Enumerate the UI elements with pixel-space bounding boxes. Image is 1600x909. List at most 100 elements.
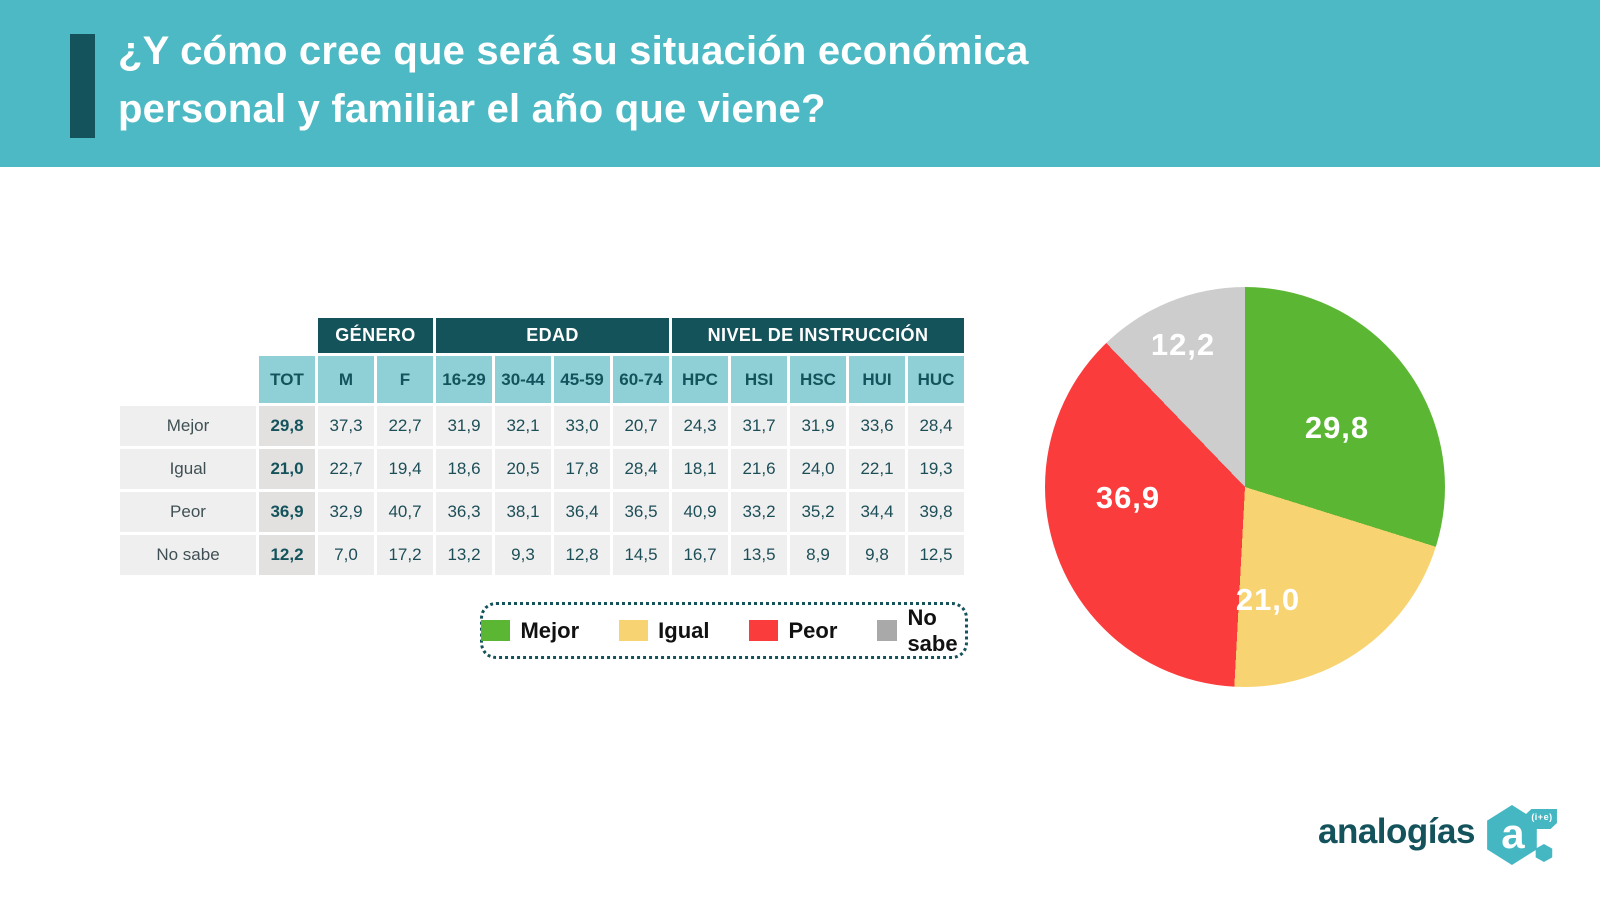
legend-item: No sabe (877, 605, 966, 657)
row-label: No sabe (120, 535, 256, 575)
table-cell: 18,1 (672, 449, 728, 489)
pie-label-igual: 21,0 (1235, 582, 1301, 617)
table-cell: 38,1 (495, 492, 551, 532)
table-cell: 14,5 (613, 535, 669, 575)
brand-name: analogías (1318, 812, 1475, 851)
cell-total: 29,8 (259, 406, 315, 446)
legend-item: Igual (619, 618, 709, 644)
table-cell: 20,5 (495, 449, 551, 489)
table-cell: 13,2 (436, 535, 492, 575)
table-cell: 33,2 (731, 492, 787, 532)
pie-chart: 29,8 21,0 36,9 12,2 (1045, 287, 1445, 687)
crosstab-table-wrap: GÉNERO EDAD NIVEL DE INSTRUCCIÓN TOT M F 16-2… (117, 315, 967, 578)
group-header-3: NIVEL DE INSTRUCCIÓN (672, 318, 964, 353)
column-header-45-59: 45-59 (554, 356, 610, 403)
column-header-16-29: 16-29 (436, 356, 492, 403)
group-header-1: GÉNERO (318, 318, 433, 353)
header-band: ¿Y cómo cree que será su situación econó… (0, 0, 1600, 167)
table-cell: 32,9 (318, 492, 374, 532)
group-header-spacer-tot (259, 318, 315, 353)
cell-total: 12,2 (259, 535, 315, 575)
pie-label-peor: 36,9 (1095, 480, 1161, 515)
cell-total: 36,9 (259, 492, 315, 532)
legend-swatch (619, 620, 649, 641)
legend-swatch (749, 620, 779, 641)
table-cell: 17,2 (377, 535, 433, 575)
table-cell: 31,7 (731, 406, 787, 446)
title-accent-bar (70, 34, 95, 138)
column-header-m: M (318, 356, 374, 403)
table-cell: 24,3 (672, 406, 728, 446)
brand-mark-letter: a (1501, 810, 1525, 857)
table-cell: 24,0 (790, 449, 846, 489)
table-row: Mejor 29,8 37,3 22,7 31,9 32,1 33,0 20,7 24,3 31,… (120, 406, 964, 446)
table-cell: 22,7 (377, 406, 433, 446)
table-cell: 8,9 (790, 535, 846, 575)
brand-hexagon-small (1535, 844, 1553, 862)
page-title-line1: ¿Y cómo cree que será su situación econó… (118, 29, 1029, 73)
pie-label-mejor: 29,8 (1304, 410, 1370, 445)
table-cell: 31,9 (790, 406, 846, 446)
table-group-header-row: GÉNERO EDAD NIVEL DE INSTRUCCIÓN (120, 318, 964, 353)
table-cell: 35,2 (790, 492, 846, 532)
table-cell: 37,3 (318, 406, 374, 446)
group-header-spacer-label (120, 318, 256, 353)
column-header-tot: TOT (259, 356, 315, 403)
legend-label: Igual (658, 617, 710, 643)
table-cell: 31,9 (436, 406, 492, 446)
table-cell: 33,0 (554, 406, 610, 446)
table-cell: 17,8 (554, 449, 610, 489)
table-cell: 12,8 (554, 535, 610, 575)
table-cell: 18,6 (436, 449, 492, 489)
table-cell: 9,3 (495, 535, 551, 575)
brand-logo: analogías a (i+e) (1318, 796, 1559, 868)
table-cell: 20,7 (613, 406, 669, 446)
column-header-hpc: HPC (672, 356, 728, 403)
table-cell: 12,5 (908, 535, 964, 575)
table-cell: 34,4 (849, 492, 905, 532)
column-header-30-44: 30-44 (495, 356, 551, 403)
row-label: Mejor (120, 406, 256, 446)
column-header-hsi: HSI (731, 356, 787, 403)
crosstab-table: GÉNERO EDAD NIVEL DE INSTRUCCIÓN TOT M F 16-2… (117, 315, 967, 578)
column-header-hui: HUI (849, 356, 905, 403)
column-header-huc: HUC (908, 356, 964, 403)
table-row: Igual 21,0 22,7 19,4 18,6 20,5 17,8 28,4 18,1 21,… (120, 449, 964, 489)
table-column-header-row: TOT M F 16-29 30-44 45-59 60-74 HPC HSI HSC HUI HUC (120, 356, 964, 403)
group-header-2: EDAD (436, 318, 669, 353)
table-cell: 28,4 (613, 449, 669, 489)
pie-graphic (1045, 287, 1445, 687)
table-cell: 22,7 (318, 449, 374, 489)
table-cell: 7,0 (318, 535, 374, 575)
brand-mark-icon: a (i+e) (1485, 796, 1559, 868)
table-cell: 16,7 (672, 535, 728, 575)
table-cell: 36,5 (613, 492, 669, 532)
column-header-f: F (377, 356, 433, 403)
legend-swatch (877, 620, 898, 641)
table-cell: 40,9 (672, 492, 728, 532)
brand-hexagon-extension (1524, 809, 1557, 829)
table-row: Peor 36,9 32,9 40,7 36,3 38,1 36,4 36,5 40,9 33,2… (120, 492, 964, 532)
legend-item: Mejor (481, 618, 579, 644)
legend-label: Mejor (520, 617, 580, 643)
page-title: ¿Y cómo cree que será su situación econó… (118, 22, 1029, 138)
brand-mark-sup: (i+e) (1531, 812, 1553, 822)
column-header-hsc: HSC (790, 356, 846, 403)
row-label: Igual (120, 449, 256, 489)
table-cell: 32,1 (495, 406, 551, 446)
table-cell: 21,6 (731, 449, 787, 489)
table-cell: 40,7 (377, 492, 433, 532)
chart-legend: Mejor Igual Peor No sabe (480, 602, 968, 659)
legend-swatch (481, 620, 511, 641)
table-cell: 36,3 (436, 492, 492, 532)
page-title-line2: personal y familiar el año que viene? (118, 87, 826, 131)
table-cell: 33,6 (849, 406, 905, 446)
table-cell: 22,1 (849, 449, 905, 489)
table-cell: 9,8 (849, 535, 905, 575)
table-cell: 19,4 (377, 449, 433, 489)
legend-label: No sabe (907, 604, 958, 656)
table-cell: 39,8 (908, 492, 964, 532)
legend-item: Peor (749, 618, 837, 644)
pie-label-no-sabe: 12,2 (1150, 327, 1216, 362)
